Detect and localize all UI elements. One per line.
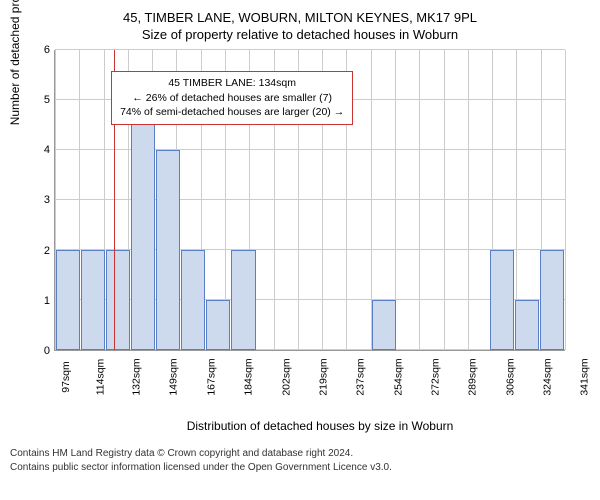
callout-line3: 74% of semi-detached houses are larger (…	[120, 105, 344, 120]
bar	[156, 150, 180, 350]
footer-line1: Contains HM Land Registry data © Crown c…	[10, 447, 590, 461]
x-tick: 114sqm	[94, 359, 106, 396]
x-axis-label: Distribution of detached houses by size …	[50, 419, 590, 433]
bar	[490, 250, 514, 350]
chart-title-sub: Size of property relative to detached ho…	[10, 27, 590, 42]
x-tick: 341sqm	[579, 358, 591, 395]
bar	[372, 300, 396, 350]
gridline-v	[565, 50, 566, 350]
x-tick: 97sqm	[60, 361, 72, 393]
x-tick: 254sqm	[392, 358, 404, 395]
x-tick: 289sqm	[467, 358, 479, 395]
x-tick: 306sqm	[504, 358, 516, 395]
x-tick: 184sqm	[243, 358, 255, 395]
bar	[206, 300, 230, 350]
y-axis-label: Number of detached properties	[8, 0, 22, 125]
y-axis: 6543210	[30, 50, 54, 351]
chart: Number of detached properties 6543210 45…	[30, 50, 590, 351]
callout-line1: 45 TIMBER LANE: 134sqm	[120, 76, 344, 91]
x-tick: 324sqm	[542, 358, 554, 395]
bar	[106, 250, 130, 350]
bar	[81, 250, 105, 350]
x-tick: 202sqm	[280, 358, 292, 395]
bar	[56, 250, 80, 350]
x-tick: 132sqm	[131, 358, 143, 395]
chart-title-main: 45, TIMBER LANE, WOBURN, MILTON KEYNES, …	[10, 10, 590, 25]
bar	[231, 250, 255, 350]
bar	[181, 250, 205, 350]
x-tick: 149sqm	[168, 358, 180, 395]
callout-line2: ← 26% of detached houses are smaller (7)	[120, 91, 344, 106]
footer: Contains HM Land Registry data © Crown c…	[10, 447, 590, 475]
footer-line2: Contains public sector information licen…	[10, 461, 590, 475]
x-tick: 237sqm	[355, 358, 367, 395]
x-tick: 167sqm	[205, 358, 217, 395]
callout-box: 45 TIMBER LANE: 134sqm ← 26% of detached…	[111, 71, 353, 125]
bar	[540, 250, 564, 350]
bar	[131, 100, 155, 350]
x-tick: 219sqm	[318, 358, 330, 395]
bar	[515, 300, 539, 350]
plot-area: 45 TIMBER LANE: 134sqm ← 26% of detached…	[54, 50, 565, 351]
x-tick: 272sqm	[430, 358, 442, 395]
x-axis: 97sqm114sqm132sqm149sqm167sqm184sqm202sq…	[50, 351, 560, 383]
